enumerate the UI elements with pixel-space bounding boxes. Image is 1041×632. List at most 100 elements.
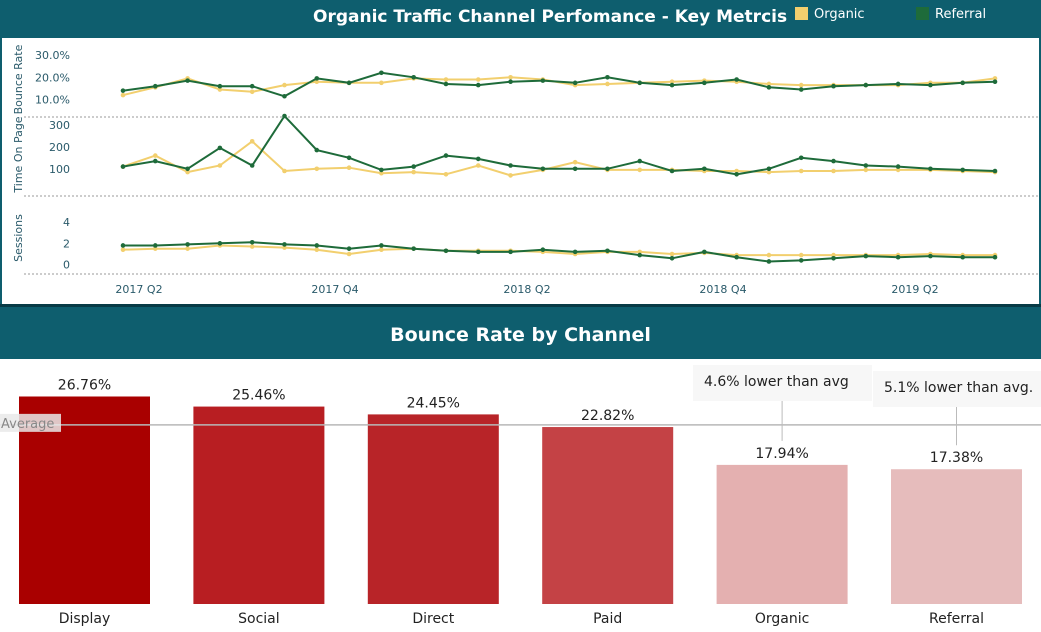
time-on-page-referral-point[interactable] bbox=[217, 145, 223, 151]
sessions-referral-point[interactable] bbox=[249, 239, 255, 245]
bounce-rate-organic-point[interactable] bbox=[282, 82, 287, 88]
time-on-page-organic-point[interactable] bbox=[572, 159, 578, 165]
bounce-rate-referral-point[interactable] bbox=[152, 83, 158, 89]
bounce-rate-organic-point[interactable] bbox=[475, 77, 481, 82]
time-on-page-organic-point[interactable] bbox=[379, 170, 384, 176]
sessions-organic-point[interactable] bbox=[152, 246, 158, 251]
bounce-rate-referral-point[interactable] bbox=[120, 88, 126, 93]
bounce-rate-organic-point[interactable] bbox=[120, 92, 126, 98]
time-on-page-organic-point[interactable] bbox=[411, 169, 416, 175]
bounce-rate-referral-point[interactable] bbox=[863, 82, 869, 88]
time-on-page-referral-point[interactable] bbox=[605, 166, 610, 172]
bounce-rate-referral-point[interactable] bbox=[702, 80, 707, 86]
time-on-page-referral-point[interactable] bbox=[185, 166, 190, 172]
bar-paid[interactable] bbox=[542, 427, 674, 604]
sessions-organic-point[interactable] bbox=[637, 249, 643, 255]
time-on-page-referral-point[interactable] bbox=[863, 163, 869, 168]
sessions-referral-point[interactable] bbox=[702, 249, 707, 255]
sessions-referral-point[interactable] bbox=[572, 249, 578, 255]
bounce-rate-referral-point[interactable] bbox=[185, 78, 190, 83]
bounce-rate-organic-point[interactable] bbox=[314, 79, 320, 85]
time-on-page-organic-point[interactable] bbox=[895, 167, 901, 173]
bounce-rate-referral-point[interactable] bbox=[928, 82, 933, 88]
bounce-rate-referral-point[interactable] bbox=[605, 74, 610, 80]
time-on-page-referral-point[interactable] bbox=[120, 164, 126, 169]
sessions-referral-point[interactable] bbox=[895, 254, 901, 260]
time-on-page-referral-point[interactable] bbox=[346, 155, 352, 161]
sessions-referral-point[interactable] bbox=[766, 259, 772, 264]
time-on-page-organic-point[interactable] bbox=[185, 169, 190, 175]
sessions-referral-point[interactable] bbox=[217, 241, 223, 246]
time-on-page-organic-point[interactable] bbox=[766, 169, 772, 175]
bounce-rate-organic-point[interactable] bbox=[249, 89, 255, 95]
sessions-organic-point[interactable] bbox=[831, 252, 836, 258]
sessions-referral-point[interactable] bbox=[120, 243, 126, 248]
time-on-page-organic-point[interactable] bbox=[508, 173, 513, 178]
sessions-referral-point[interactable] bbox=[831, 255, 836, 261]
sessions-referral-point[interactable] bbox=[282, 242, 287, 247]
bounce-rate-referral-point[interactable] bbox=[572, 80, 578, 86]
time-on-page-referral-point[interactable] bbox=[540, 166, 546, 172]
bar-organic[interactable] bbox=[716, 464, 848, 604]
sessions-referral-point[interactable] bbox=[185, 242, 190, 247]
bounce-rate-referral-point[interactable] bbox=[314, 76, 320, 81]
time-on-page-organic-point[interactable] bbox=[637, 167, 643, 173]
sessions-organic-point[interactable] bbox=[766, 252, 772, 258]
time-on-page-referral-point[interactable] bbox=[798, 155, 804, 161]
time-on-page-referral-point[interactable] bbox=[992, 168, 998, 174]
sessions-referral-point[interactable] bbox=[379, 243, 384, 248]
sessions-referral-point[interactable] bbox=[734, 254, 739, 260]
time-on-page-organic-point[interactable] bbox=[831, 168, 836, 174]
sessions-organic-point[interactable] bbox=[346, 251, 352, 257]
sessions-organic-point[interactable] bbox=[669, 251, 675, 257]
time-on-page-referral-point[interactable] bbox=[928, 166, 933, 172]
sessions-organic-point[interactable] bbox=[798, 252, 804, 258]
time-on-page-referral-point[interactable] bbox=[766, 166, 772, 172]
bounce-rate-referral-point[interactable] bbox=[831, 83, 836, 89]
time-on-page-referral-point[interactable] bbox=[152, 158, 158, 164]
legend-item-referral[interactable]: Referral bbox=[916, 7, 986, 22]
bounce-rate-organic-point[interactable] bbox=[379, 80, 384, 86]
time-on-page-organic-point[interactable] bbox=[346, 165, 352, 170]
bounce-rate-referral-point[interactable] bbox=[734, 77, 739, 82]
time-on-page-referral-point[interactable] bbox=[734, 172, 739, 177]
time-on-page-referral-point[interactable] bbox=[249, 163, 255, 168]
sessions-referral-point[interactable] bbox=[928, 253, 933, 259]
bounce-rate-organic-point[interactable] bbox=[443, 77, 449, 82]
bar-referral[interactable] bbox=[891, 469, 1022, 604]
sessions-referral-point[interactable] bbox=[637, 252, 643, 258]
sessions-organic-point[interactable] bbox=[249, 244, 255, 249]
bounce-rate-referral-point[interactable] bbox=[669, 82, 675, 88]
sessions-referral-point[interactable] bbox=[475, 249, 481, 255]
sessions-referral-point[interactable] bbox=[443, 248, 449, 254]
bounce-rate-referral-point[interactable] bbox=[895, 81, 901, 87]
time-on-page-organic-point[interactable] bbox=[798, 168, 804, 174]
time-on-page-referral-point[interactable] bbox=[475, 156, 481, 162]
bar-direct[interactable] bbox=[367, 414, 499, 604]
time-on-page-organic-point[interactable] bbox=[217, 163, 223, 168]
bounce-rate-referral-point[interactable] bbox=[540, 78, 546, 83]
bounce-rate-referral-point[interactable] bbox=[217, 83, 223, 89]
bounce-rate-referral-point[interactable] bbox=[411, 74, 416, 80]
sessions-referral-point[interactable] bbox=[960, 254, 966, 260]
bounce-rate-referral-point[interactable] bbox=[766, 85, 772, 90]
bounce-rate-referral-point[interactable] bbox=[282, 93, 287, 99]
sessions-referral-point[interactable] bbox=[669, 255, 675, 261]
sessions-referral-point[interactable] bbox=[314, 243, 320, 248]
time-on-page-referral-point[interactable] bbox=[379, 167, 384, 173]
time-on-page-organic-point[interactable] bbox=[249, 139, 255, 144]
sessions-organic-point[interactable] bbox=[314, 247, 320, 253]
sessions-referral-point[interactable] bbox=[152, 243, 158, 248]
time-on-page-referral-point[interactable] bbox=[637, 158, 643, 164]
time-on-page-organic-point[interactable] bbox=[475, 163, 481, 168]
time-on-page-referral-point[interactable] bbox=[895, 164, 901, 169]
bounce-rate-referral-point[interactable] bbox=[798, 87, 804, 92]
bounce-rate-referral-point[interactable] bbox=[960, 80, 966, 86]
bounce-rate-referral-point[interactable] bbox=[249, 83, 255, 89]
bounce-rate-referral-point[interactable] bbox=[475, 82, 481, 88]
bounce-rate-referral-point[interactable] bbox=[992, 79, 998, 85]
sessions-referral-point[interactable] bbox=[798, 258, 804, 263]
legend-item-organic[interactable]: Organic bbox=[795, 7, 865, 22]
time-on-page-organic-point[interactable] bbox=[734, 168, 739, 174]
time-on-page-referral-point[interactable] bbox=[669, 168, 675, 174]
